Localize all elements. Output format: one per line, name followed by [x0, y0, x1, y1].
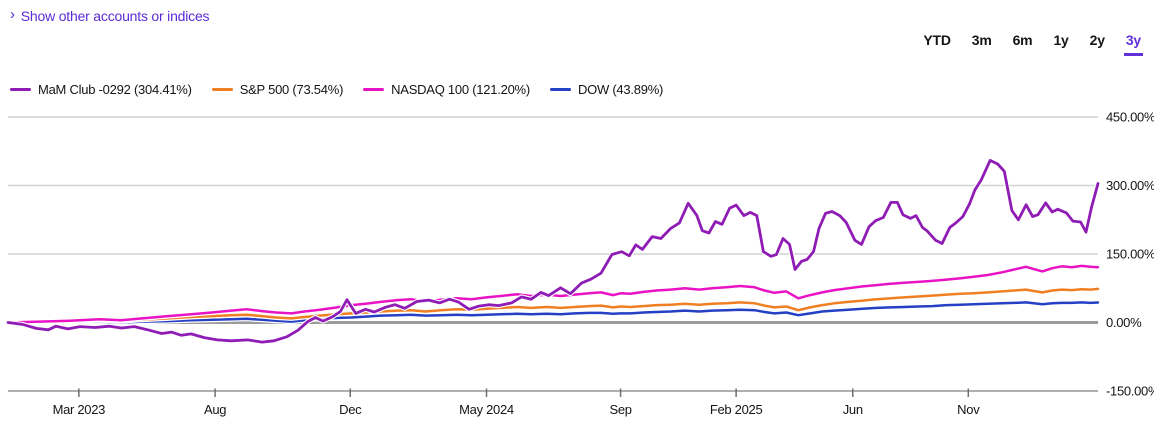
legend-label-mam-club-0292: MaM Club -0292 (304.41%): [38, 82, 192, 97]
range-button-3m[interactable]: 3m: [971, 32, 992, 48]
range-button-3y[interactable]: 3y: [1123, 32, 1144, 56]
y-axis-label-0: 0.00%: [1106, 315, 1142, 330]
series-line-mam-club-0292[interactable]: [6, 158, 1100, 344]
x-axis-label-may-2024: May 2024: [459, 402, 514, 417]
range-button-ytd[interactable]: YTD: [923, 32, 951, 48]
legend-item-s-p-500[interactable]: S&P 500 (73.54%): [211, 82, 344, 97]
x-axis-label-feb-2025: Feb 2025: [710, 402, 763, 417]
legend-item-mam-club-0292[interactable]: MaM Club -0292 (304.41%): [10, 82, 192, 97]
y-axis-label--150: -150.00%: [1106, 384, 1154, 399]
range-button-6m[interactable]: 6m: [1012, 32, 1033, 48]
range-button-2y[interactable]: 2y: [1089, 32, 1105, 48]
legend-item-dow[interactable]: DOW (43.89%): [549, 82, 664, 97]
series-line-nasdaq-100[interactable]: [6, 264, 1100, 324]
legend-label-dow: DOW (43.89%): [577, 82, 664, 97]
legend-label-s-p-500: S&P 500 (73.54%): [239, 82, 344, 97]
y-axis-label-450: 450.00%: [1106, 110, 1154, 125]
x-axis-label-nov: Nov: [957, 402, 980, 417]
legend-swatch-s-p-500: [211, 87, 233, 92]
y-axis-label-300: 300.00%: [1106, 178, 1154, 193]
range-button-1y[interactable]: 1y: [1053, 32, 1069, 48]
x-axis-label-aug: Aug: [204, 402, 226, 417]
x-axis-label-sep: Sep: [609, 402, 631, 417]
show-other-accounts-link[interactable]: › Show other accounts or indices: [10, 6, 210, 24]
legend-label-nasdaq-100: NASDAQ 100 (121.20%): [391, 82, 530, 97]
show-other-accounts-link-label: Show other accounts or indices: [20, 8, 210, 24]
series-line-dow[interactable]: [6, 301, 1100, 324]
legend-swatch-dow: [549, 87, 571, 92]
x-axis-label-jun: Jun: [843, 402, 863, 417]
y-axis-label-150: 150.00%: [1106, 247, 1154, 262]
chevron-right-icon: ›: [10, 6, 15, 23]
x-axis-label-dec: Dec: [339, 402, 362, 417]
legend-swatch-nasdaq-100: [363, 87, 385, 92]
time-range-selector: YTD 3m 6m 1y 2y 3y: [923, 32, 1144, 56]
series-line-s-p-500[interactable]: [6, 287, 1100, 324]
legend-swatch-mam-club-0292: [10, 87, 31, 92]
chart-legend: MaM Club -0292 (304.41%) S&P 500 (73.54%)…: [10, 82, 663, 97]
x-axis-label-mar-2023: Mar 2023: [53, 402, 106, 417]
legend-item-nasdaq-100[interactable]: NASDAQ 100 (121.20%): [363, 82, 530, 97]
